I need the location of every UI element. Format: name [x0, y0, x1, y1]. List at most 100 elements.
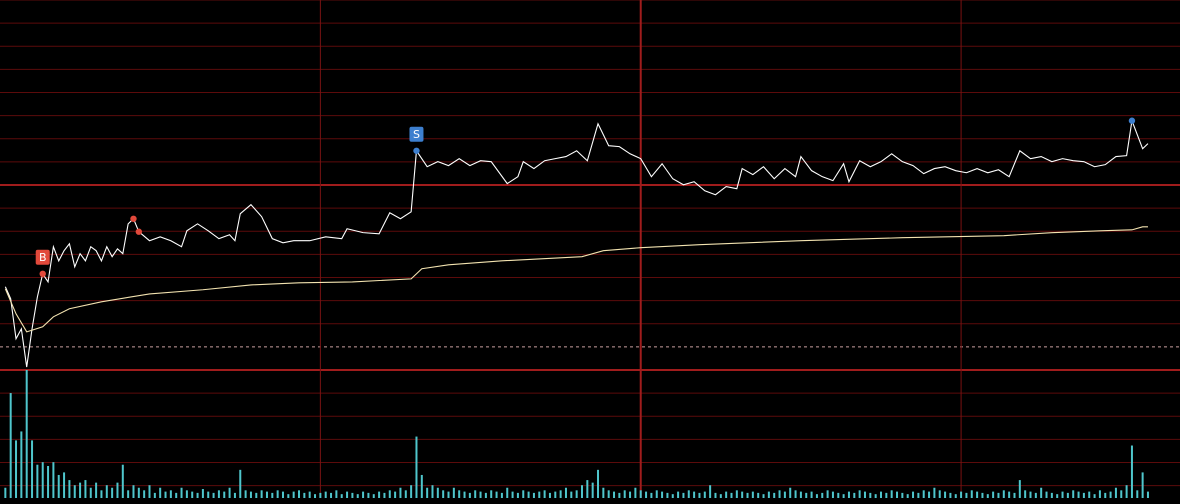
volume-bar — [298, 490, 301, 498]
volume-bar — [1104, 492, 1107, 498]
volume-bar — [997, 492, 1000, 498]
volume-bar — [447, 491, 450, 498]
volume-bar — [976, 491, 979, 498]
volume-bar — [458, 490, 461, 498]
volume-bar — [671, 494, 674, 498]
volume-bar — [399, 487, 402, 498]
volume-bar — [68, 480, 71, 498]
volume-bar — [196, 492, 199, 498]
volume-bar — [260, 490, 263, 498]
volume-bar — [1040, 487, 1043, 498]
volume-bar — [896, 491, 899, 498]
volume-bar — [543, 490, 546, 498]
volume-bar — [153, 492, 156, 498]
volume-bar — [1082, 492, 1085, 498]
volume-bar — [500, 492, 503, 498]
volume-bar — [645, 491, 648, 498]
volume-bar — [137, 487, 140, 498]
volume-bar — [965, 492, 968, 498]
volume-bar — [15, 440, 18, 498]
volume-bar — [474, 490, 477, 498]
volume-bar — [175, 492, 178, 498]
volume-bar — [25, 370, 28, 498]
trade-point — [130, 215, 137, 222]
volume-bar — [863, 491, 866, 498]
volume-bars — [4, 370, 1149, 498]
volume-bar — [666, 492, 669, 498]
volume-bar — [436, 487, 439, 498]
volume-bar — [308, 491, 311, 498]
volume-bar — [746, 492, 749, 498]
volume-bar — [949, 492, 952, 498]
trade-label: S — [413, 128, 420, 141]
volume-bar — [52, 462, 55, 498]
volume-bar — [410, 485, 413, 498]
volume-bar — [265, 491, 268, 498]
volume-bar — [810, 491, 813, 498]
volume-bar — [917, 492, 920, 498]
volume-bar — [842, 494, 845, 498]
volume-bar — [901, 492, 904, 498]
volume-bar — [890, 490, 893, 498]
volume-bar — [821, 492, 824, 498]
volume-bar — [111, 487, 114, 498]
volume-bar — [1061, 491, 1064, 498]
volume-bar — [837, 492, 840, 498]
volume-bar — [928, 491, 931, 498]
volume-bar — [954, 494, 957, 498]
volume-bar — [874, 494, 877, 498]
volume-bar — [933, 487, 936, 498]
trade-label: B — [39, 251, 47, 264]
volume-bar — [281, 491, 284, 498]
volume-bar — [185, 490, 188, 498]
volume-bar — [452, 487, 455, 498]
volume-bar — [762, 494, 765, 498]
volume-bar — [607, 490, 610, 498]
volume-bar — [388, 490, 391, 498]
volume-bar — [180, 487, 183, 498]
volume-bar — [73, 485, 76, 498]
volume-bar — [554, 491, 557, 498]
volume-bar — [233, 492, 236, 498]
volume-bar — [912, 491, 915, 498]
volume-bar — [356, 494, 359, 498]
volume-bar — [1093, 494, 1096, 498]
volume-bar — [9, 393, 12, 498]
volume-bar — [970, 490, 973, 498]
volume-bar — [1066, 492, 1069, 498]
volume-bar — [725, 491, 728, 498]
volume-bar — [981, 492, 984, 498]
volume-bar — [367, 492, 370, 498]
volume-bar — [463, 491, 466, 498]
volume-bar — [84, 480, 87, 498]
volume-bar — [394, 491, 397, 498]
volume-bar — [506, 487, 509, 498]
volume-bar — [468, 492, 471, 498]
volume-bar — [1109, 491, 1112, 498]
volume-bar — [564, 487, 567, 498]
volume-bar — [442, 490, 445, 498]
volume-bar — [383, 492, 386, 498]
volume-bar — [116, 482, 119, 498]
volume-bar — [121, 464, 124, 498]
volume-bar — [244, 490, 247, 498]
volume-bar — [1045, 491, 1048, 498]
volume-bar — [148, 485, 151, 498]
volume-bar — [906, 494, 909, 498]
volume-bar — [20, 431, 23, 498]
volume-bar — [794, 490, 797, 498]
volume-bar — [287, 494, 290, 498]
volume-bar — [944, 491, 947, 498]
volume-bar — [1120, 490, 1123, 498]
volume-bar — [885, 492, 888, 498]
volume-bar — [479, 491, 482, 498]
volume-bar — [1141, 472, 1144, 498]
volume-bar — [228, 487, 231, 498]
volume-bar — [735, 490, 738, 498]
volume-bar — [693, 491, 696, 498]
price-lines — [4, 118, 1149, 368]
volume-bar — [1146, 491, 1149, 498]
volume-bar — [1002, 490, 1005, 498]
